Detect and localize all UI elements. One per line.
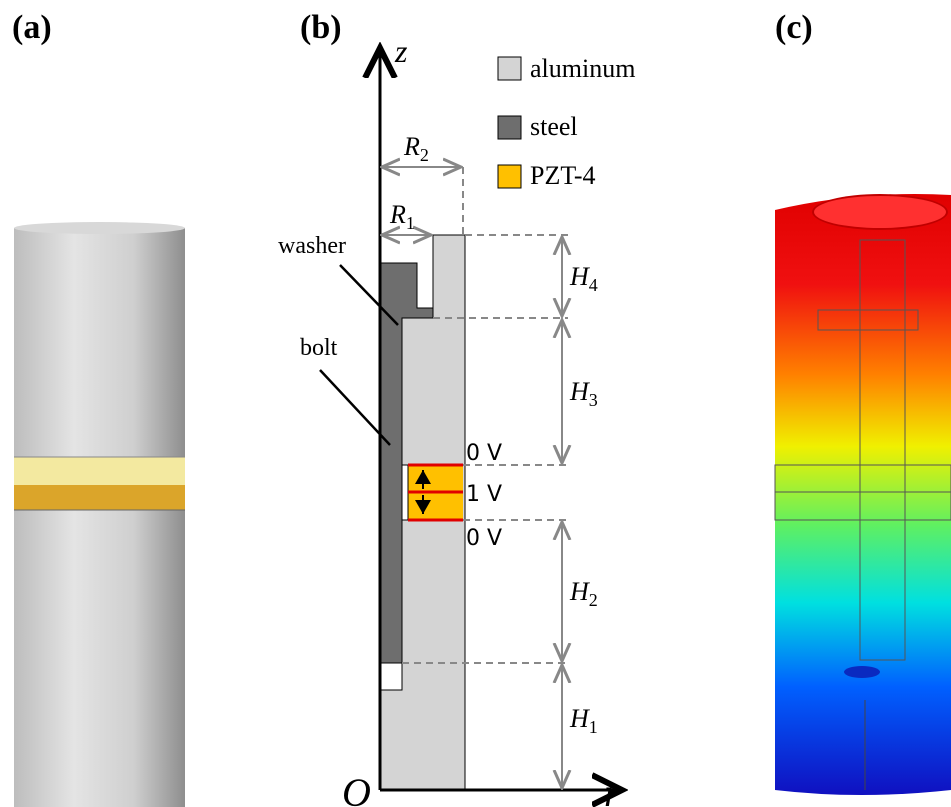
dim-label: R1 [389, 200, 415, 233]
legend-label: PZT-4 [530, 161, 596, 190]
origin-label: O [342, 770, 371, 807]
panel-label: (b) [300, 9, 342, 46]
figure: (a) (b) (c) z r O R2 R1 H4 H3 H2 H1 wash [0, 0, 951, 807]
panel-label: (a) [12, 9, 52, 46]
legend: aluminum steel PZT-4 [498, 54, 635, 190]
dim-label: H3 [569, 377, 598, 410]
dim-label: R2 [403, 132, 429, 165]
voltage-label: 0 V [466, 526, 502, 551]
axis-label: z [394, 33, 408, 69]
voltage-label: 0 V [466, 441, 502, 466]
cylinder-a [14, 222, 185, 807]
legend-label: steel [530, 112, 578, 141]
simulation-result [775, 194, 951, 795]
part-label: washer [278, 233, 346, 259]
dim-label: H4 [569, 262, 598, 295]
voltage-label: 1 V [466, 482, 502, 507]
legend-label: aluminum [530, 54, 635, 83]
part-label: bolt [300, 335, 338, 361]
panel-label: (c) [775, 9, 813, 46]
dim-label: H2 [569, 577, 598, 610]
dim-label: H1 [569, 704, 598, 737]
axis-label: r [604, 770, 620, 807]
